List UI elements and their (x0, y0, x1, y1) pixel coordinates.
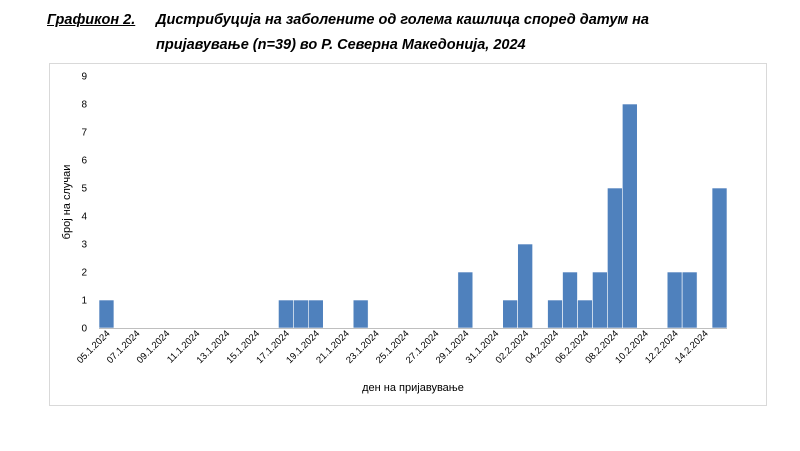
chart-title-line-1: Дистрибуција на заболените од голема каш… (156, 12, 649, 28)
x-tick-label: 14.2.2024 (673, 328, 711, 366)
y-tick-label: 9 (81, 72, 87, 83)
x-axis-title: ден на пријавување (362, 382, 464, 394)
x-axis-ticks: 05.1.202407.1.202409.1.202411.1.202413.1… (75, 328, 711, 366)
bar-08.2.2024 (607, 187, 623, 329)
chart-title-line-2: пријавување (n=39) во Р. Северна Македон… (156, 37, 526, 53)
bar-09.2.2024 (622, 103, 638, 329)
bar-29.1.2024 (457, 271, 474, 329)
y-axis-title: број на случаи (61, 165, 73, 240)
bar-18.1.2024 (293, 299, 309, 329)
bar-07.2.2024 (592, 271, 608, 329)
bar-06.2.2024 (577, 299, 593, 329)
chart-number-label: Графикон 2. (47, 12, 136, 28)
bar-01.2.2024 (502, 299, 518, 329)
y-tick-label: 0 (81, 324, 87, 335)
bars (98, 103, 728, 329)
y-tick-label: 7 (81, 128, 87, 139)
bar-chart: 0 1 2 3 4 5 6 7 8 9 05.1.202407.1.202409.1.202411… (61, 72, 728, 394)
bar-05.1.2024 (98, 299, 115, 329)
y-tick-label: 6 (81, 156, 87, 167)
chart-area: 0 1 2 3 4 5 6 7 8 9 05.1.2024 07.1.2024 09.1.2024 11… (49, 63, 767, 406)
bar-05.2.2024 (562, 271, 578, 329)
y-tick-label: 3 (81, 240, 87, 251)
y-axis-ticks: 0 1 2 3 4 5 6 7 8 9 (81, 72, 87, 335)
bar-12.2.2024 (666, 271, 683, 329)
bar-13.2.2024 (681, 271, 698, 329)
y-tick-label: 2 (81, 268, 87, 279)
y-tick-label: 5 (81, 184, 87, 195)
bar-17.1.2024 (278, 299, 294, 329)
bar-04.2.2024 (547, 299, 563, 329)
bar-19.1.2024 (308, 299, 324, 329)
y-tick-label: 4 (81, 212, 87, 223)
y-tick-label: 8 (81, 100, 87, 111)
bar-02.2.2024 (517, 243, 533, 329)
bar-15.2.2024 (711, 187, 728, 329)
bar-22.1.2024 (352, 299, 369, 329)
y-tick-label: 1 (81, 296, 87, 307)
